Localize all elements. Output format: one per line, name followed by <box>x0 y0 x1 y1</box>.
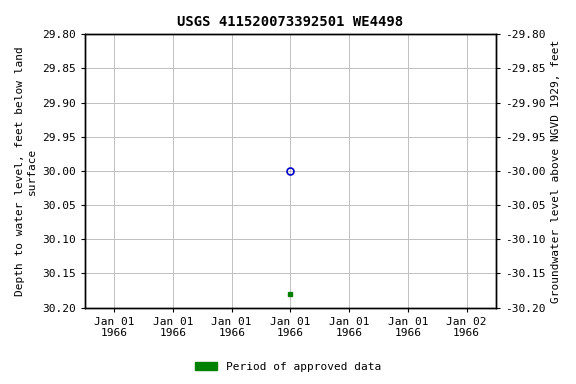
Y-axis label: Depth to water level, feet below land
surface: Depth to water level, feet below land su… <box>15 46 37 296</box>
Title: USGS 411520073392501 WE4498: USGS 411520073392501 WE4498 <box>177 15 403 29</box>
Y-axis label: Groundwater level above NGVD 1929, feet: Groundwater level above NGVD 1929, feet <box>551 40 561 303</box>
Legend: Period of approved data: Period of approved data <box>191 358 385 377</box>
